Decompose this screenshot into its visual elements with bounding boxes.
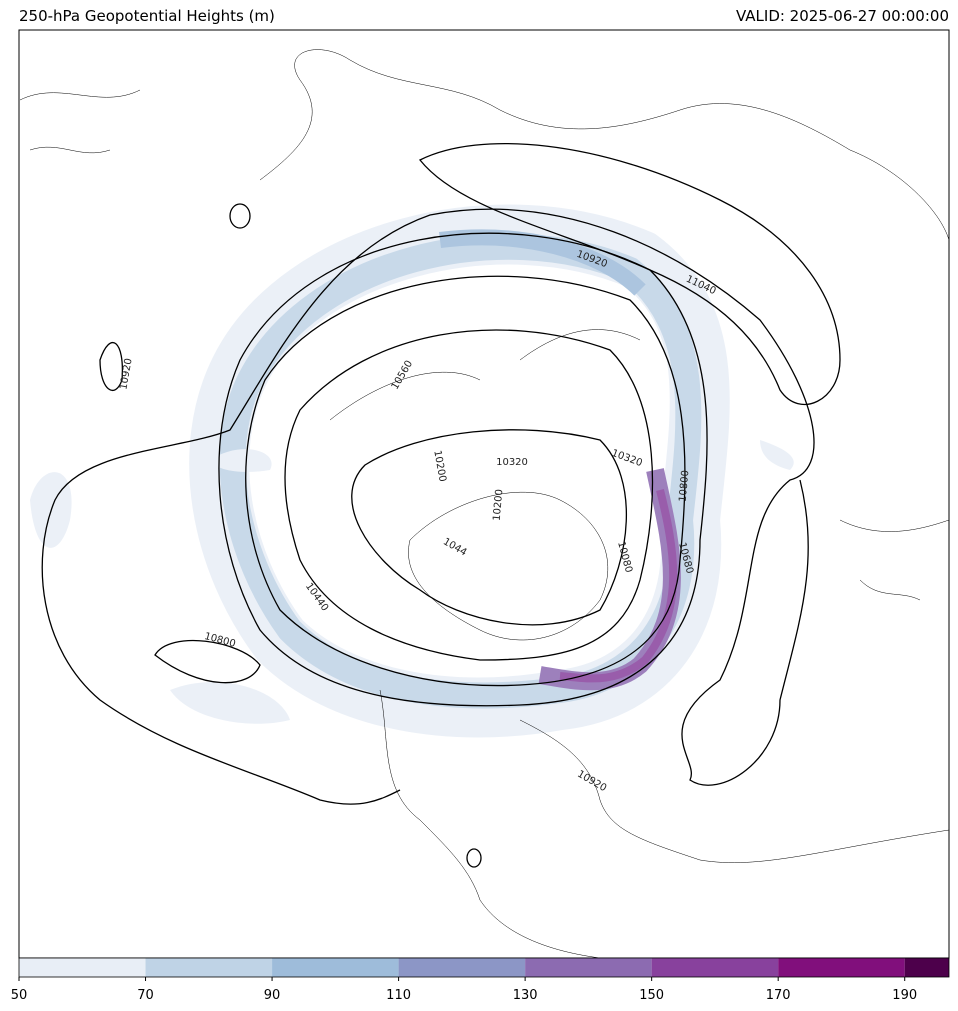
colorbar-tick-label: 70 [137,988,154,1003]
contour-label: 10200 [431,449,447,482]
colorbar-tick-label: 90 [264,988,281,1003]
contours [41,143,841,868]
colorbar-tick-label: 50 [11,988,28,1003]
colorbar-segment [398,958,526,977]
colorbar-tick-label: 170 [766,988,791,1003]
colorbar-tick-label: 190 [892,988,917,1003]
colorbar-segment [525,958,652,977]
valid-time: VALID: 2025-06-27 00:00:00 [736,7,949,25]
colorbar-segment [651,958,779,977]
colorbar-segment [19,958,146,977]
colorbar-segment [778,958,905,977]
colorbar-tick-label: 150 [639,988,664,1003]
colorbar: 50 70 90 110 130 150 170 190 [11,957,950,1003]
colorbar-tick-label: 110 [386,988,411,1003]
colorbar-tick-label: 130 [513,988,538,1003]
map-background [19,30,949,958]
contour-label: 10320 [496,457,528,468]
colorbar-segment [145,958,273,977]
contour-label: 10800 [678,470,692,503]
contour-label: 10920 [118,357,134,390]
contour-label: 10200 [492,489,506,522]
colorbar-segment [904,958,949,977]
colorbar-segment [272,958,399,977]
coastlines [19,49,950,959]
colorbar-frame [18,957,950,978]
map-title: 250-hPa Geopotential Heights (m) [19,7,275,25]
map-area: 10920 10560 10200 10320 10200 1044 10440… [18,29,950,959]
